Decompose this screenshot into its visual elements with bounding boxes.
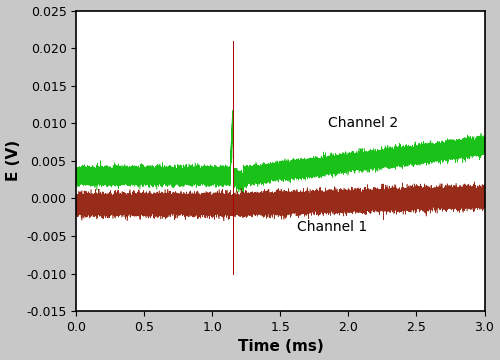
X-axis label: Time (ms): Time (ms): [238, 339, 324, 355]
Text: Channel 1: Channel 1: [296, 220, 367, 234]
Y-axis label: E (V): E (V): [6, 140, 20, 181]
Text: Channel 2: Channel 2: [328, 116, 398, 130]
